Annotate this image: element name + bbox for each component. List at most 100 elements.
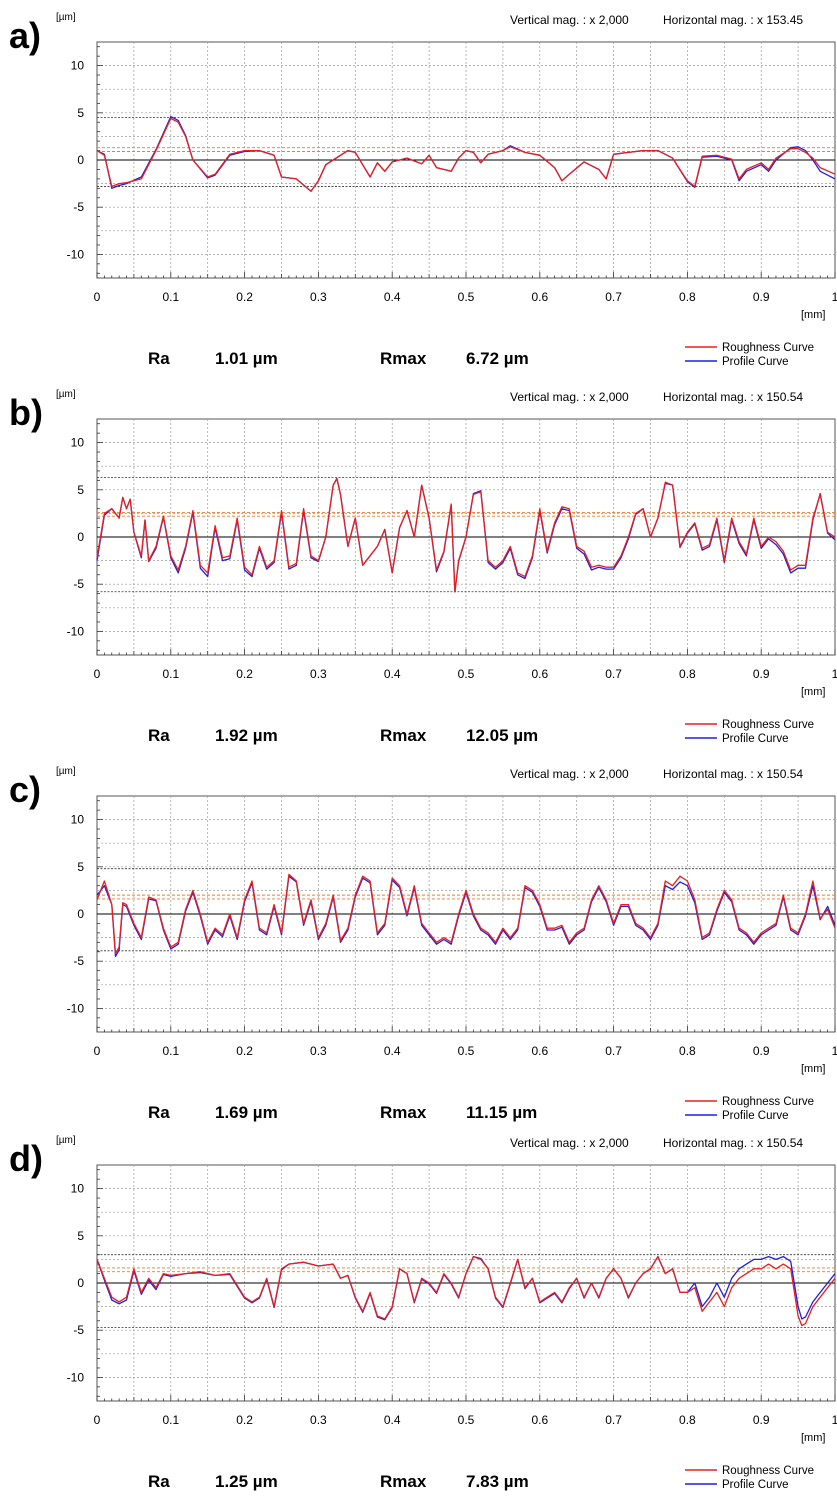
x-tick-label: 0 [94,290,101,304]
x-tick-label: 0 [94,667,101,681]
series-line-roughness [96,117,836,192]
vertical-magnification: Vertical mag. : x 2,000 [510,390,629,404]
y-tick-label: -5 [73,1323,84,1337]
x-tick-label: 0.4 [384,290,401,304]
x-tick-label: 0.3 [310,1044,327,1058]
legend: Roughness Curve Profile Curve [685,342,814,368]
ra-value: 1.25 µm [215,1472,278,1491]
x-tick-label: 1 [832,1413,837,1427]
rmax-label: Rmax [380,349,427,368]
x-tick-label: 0.8 [679,1413,696,1427]
y-tick-label: 5 [77,106,84,120]
ra-label: Ra [148,1472,170,1491]
x-axis-unit: [mm] [801,1432,825,1444]
y-tick-label: -10 [67,247,85,261]
axis-ticks [96,1169,836,1401]
x-tick-label: 0 [94,1044,101,1058]
y-tick-label: -10 [67,1370,85,1384]
y-tick-label: 5 [77,860,84,874]
ra-value: 1.01 µm [215,349,278,368]
y-tick-label: -5 [73,200,84,214]
y-axis-unit: [µm] [56,1135,76,1146]
rmax-label: Rmax [380,1472,427,1491]
x-axis-unit: [mm] [801,309,825,321]
x-tick-label: 0.9 [753,667,770,681]
x-tick-label: 0.5 [458,290,475,304]
y-tick-label: -10 [67,1001,85,1015]
x-tick-label: 0.8 [679,1044,696,1058]
series-line-roughness [96,1255,836,1327]
rmax-value: 11.15 µm [466,1103,537,1122]
axis-ticks [96,46,836,278]
roughness-chart-b: b) [µm] [mm] Vertical mag. : x 2,000 Horizon… [9,389,837,745]
roughness-chart-c: c) [µm] [mm] Vertical mag. : x 2,000 Horizon… [9,766,837,1122]
legend: Roughness Curve Profile Curve [685,1096,814,1122]
y-tick-label: 0 [77,1276,84,1290]
x-tick-label: 0.5 [458,1044,475,1058]
x-tick-label: 0.3 [310,1413,327,1427]
y-tick-label: 10 [71,436,85,450]
horizontal-magnification: Horizontal mag. : x 150.54 [663,767,803,781]
vertical-magnification: Vertical mag. : x 2,000 [510,767,629,781]
vertical-magnification: Vertical mag. : x 2,000 [510,1136,629,1150]
ra-label: Ra [148,726,170,745]
horizontal-magnification: Horizontal mag. : x 150.54 [663,390,803,404]
x-tick-label: 0.9 [753,290,770,304]
legend-label: Profile Curve [722,356,788,368]
ra-value: 1.69 µm [215,1103,278,1122]
series-line-roughness [96,477,836,593]
x-tick-label: 0.1 [162,290,179,304]
x-tick-label: 1 [832,1044,837,1058]
panel-label: c) [9,769,41,810]
legend: Roughness Curve Profile Curve [685,1465,814,1491]
horizontal-magnification: Horizontal mag. : x 150.54 [663,1136,803,1150]
roughness-chart-d: d) [µm] [mm] Vertical mag. : x 2,000 Horizon… [9,1135,837,1491]
legend-label: Profile Curve [722,1110,788,1122]
legend-label: Roughness Curve [722,1096,814,1108]
x-tick-label: 0.8 [679,667,696,681]
x-tick-label: 0.7 [605,1413,622,1427]
x-tick-label: 0.6 [531,1413,548,1427]
vertical-magnification: Vertical mag. : x 2,000 [510,13,629,27]
ra-label: Ra [148,1103,170,1122]
x-tick-label: 1 [832,290,837,304]
x-tick-label: 0.6 [531,667,548,681]
x-tick-label: 0.5 [458,667,475,681]
x-tick-label: 1 [832,667,837,681]
x-tick-label: 0.4 [384,1044,401,1058]
y-tick-label: -5 [73,577,84,591]
x-tick-label: 0.4 [384,1413,401,1427]
x-tick-label: 0.2 [236,1413,253,1427]
ra-label: Ra [148,349,170,368]
y-tick-label: 10 [71,813,85,827]
horizontal-magnification: Horizontal mag. : x 153.45 [663,13,803,27]
x-tick-label: 0.2 [236,290,253,304]
rmax-value: 7.83 µm [466,1472,529,1491]
legend-label: Roughness Curve [722,342,814,354]
y-tick-label: 5 [77,1229,84,1243]
x-tick-label: 0.1 [162,1413,179,1427]
rmax-label: Rmax [380,1103,427,1122]
y-tick-label: -10 [67,624,85,638]
axis-ticks [96,800,836,1032]
x-tick-label: 0.6 [531,1044,548,1058]
x-tick-label: 0.7 [605,290,622,304]
x-tick-label: 0.7 [605,667,622,681]
x-tick-label: 0.9 [753,1413,770,1427]
rmax-value: 6.72 µm [466,349,529,368]
y-axis-unit: [µm] [56,766,76,777]
x-tick-label: 0.1 [162,667,179,681]
y-tick-label: 0 [77,907,84,921]
y-axis-unit: [µm] [56,12,76,23]
series-line-roughness [96,873,836,955]
x-axis-unit: [mm] [801,686,825,698]
roughness-chart-a: a) [µm] [mm] Vertical mag. : x 2,000 Horizon… [9,12,837,368]
legend-label: Profile Curve [722,1479,788,1491]
x-tick-label: 0.5 [458,1413,475,1427]
x-tick-label: 0.2 [236,1044,253,1058]
x-tick-label: 0.8 [679,290,696,304]
x-tick-label: 0 [94,1413,101,1427]
x-tick-label: 0.3 [310,290,327,304]
panel-label: d) [9,1138,43,1179]
y-tick-label: 10 [71,59,85,73]
